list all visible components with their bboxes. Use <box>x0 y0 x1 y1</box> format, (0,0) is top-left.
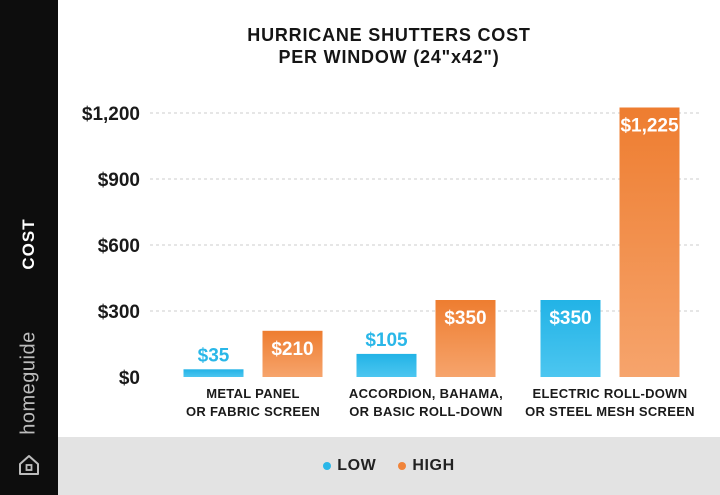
x-category-label: METAL PANEL <box>206 386 300 401</box>
y-tick-label: $1,200 <box>82 104 140 125</box>
legend-dot-high <box>398 462 407 470</box>
x-category-label: OR BASIC ROLL-DOWN <box>349 404 502 419</box>
sidebar: COST homeguide <box>0 0 58 495</box>
house-icon <box>19 455 39 475</box>
legend-item-low: LOW <box>323 457 376 475</box>
data-label: $35 <box>198 345 230 366</box>
legend-bar: LOW HIGH <box>58 437 720 495</box>
x-category-label: OR FABRIC SCREEN <box>186 404 320 419</box>
legend-label-high: HIGH <box>412 457 455 474</box>
y-tick-label: $0 <box>119 368 140 389</box>
legend-item-high: HIGH <box>398 457 454 475</box>
bar-high <box>619 107 680 377</box>
data-label: $350 <box>444 308 486 329</box>
legend-dot-low <box>323 462 332 470</box>
bar-low <box>183 369 244 377</box>
bar-high <box>262 330 323 377</box>
legend: LOW HIGH <box>58 437 720 495</box>
bar-low <box>540 300 601 377</box>
y-tick-label: $300 <box>98 302 140 323</box>
bar-high <box>435 300 496 377</box>
y-tick-label: $600 <box>98 236 140 257</box>
x-category-label: OR STEEL MESH SCREEN <box>525 404 695 419</box>
data-label: $105 <box>365 330 408 351</box>
legend-label-low: LOW <box>337 457 377 474</box>
chart-title-line-1: HURRICANE SHUTTERS COST <box>247 25 531 45</box>
x-category-label: ELECTRIC ROLL-DOWN <box>533 386 688 401</box>
data-label: $1,225 <box>620 116 679 137</box>
y-tick-label: $900 <box>98 170 140 191</box>
x-category-label: ACCORDION, BAHAMA, <box>349 386 503 401</box>
bar-low <box>356 353 417 377</box>
data-label: $210 <box>271 339 313 360</box>
data-label: $350 <box>549 308 591 329</box>
chart-title-line-2: PER WINDOW (24"x42") <box>278 47 500 67</box>
